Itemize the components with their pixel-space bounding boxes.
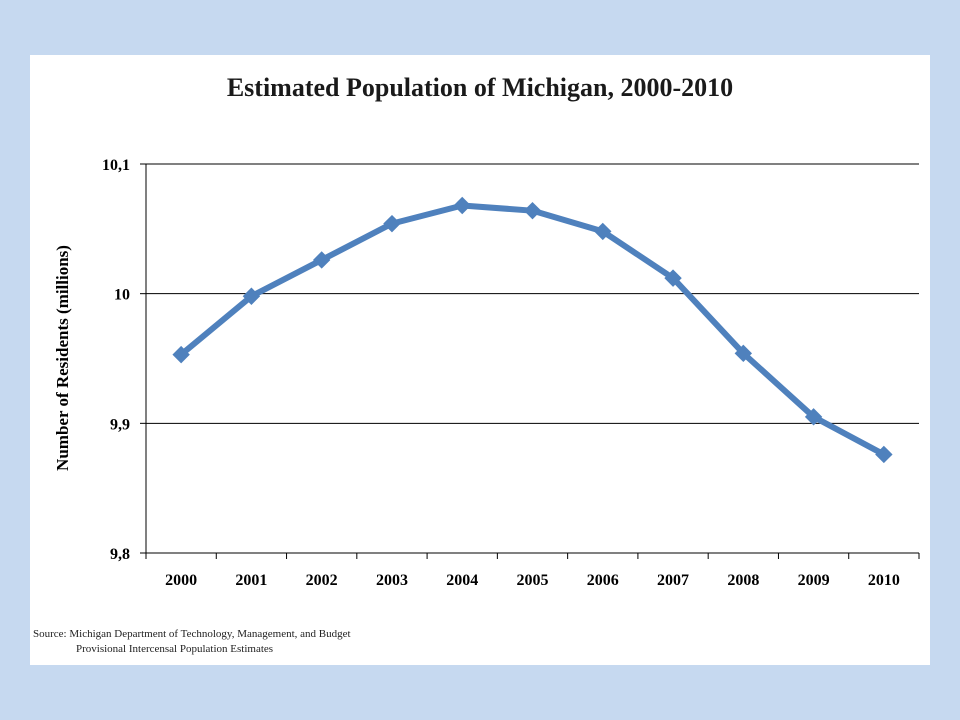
y-tick-label: 9,8	[110, 546, 130, 563]
chart-title: Estimated Population of Michigan, 2000-2…	[226, 73, 734, 102]
data-point	[875, 445, 893, 464]
line-chart: 9,8 9,9 10 10,1 2000 2001 2002 2003 2004 2005 2006…	[53, 157, 920, 589]
source-note: Source: Michigan Department of Technolog…	[33, 627, 351, 657]
x-tick-label: 2003	[376, 572, 408, 589]
x-tick-label: 2006	[587, 572, 619, 589]
x-tick-label: 2009	[798, 572, 830, 589]
data-point	[453, 196, 471, 215]
x-tick-label: 2002	[306, 572, 338, 589]
x-tick-label: 2004	[446, 572, 478, 589]
x-tick-label: 2007	[657, 572, 689, 589]
x-tick-label: 2000	[165, 572, 197, 589]
data-point	[312, 251, 331, 269]
data-point	[242, 287, 261, 305]
data-point	[594, 222, 612, 241]
series-line	[178, 202, 887, 458]
data-point	[383, 214, 401, 233]
x-tick-label: 2005	[517, 572, 549, 589]
y-axis-label: Number of Residents (millions)	[53, 245, 72, 471]
data-point	[734, 344, 753, 363]
y-tick-label: 10,1	[102, 157, 130, 174]
x-tick-label: 2001	[235, 572, 267, 589]
source-line-1: Source: Michigan Department of Technolog…	[33, 628, 351, 640]
data-point	[664, 269, 682, 287]
chart-panel: Estimated Population of Michigan, 2000-2…	[30, 55, 930, 665]
data-point	[523, 201, 542, 220]
x-tick-label: 2010	[868, 572, 900, 589]
y-tick-label: 10	[114, 287, 130, 304]
source-line-2: Provisional Intercensal Population Estim…	[76, 643, 274, 655]
data-point	[172, 345, 190, 364]
data-point	[804, 408, 823, 426]
y-tick-label: 9,9	[110, 416, 130, 433]
x-tick-label: 2008	[727, 572, 759, 589]
